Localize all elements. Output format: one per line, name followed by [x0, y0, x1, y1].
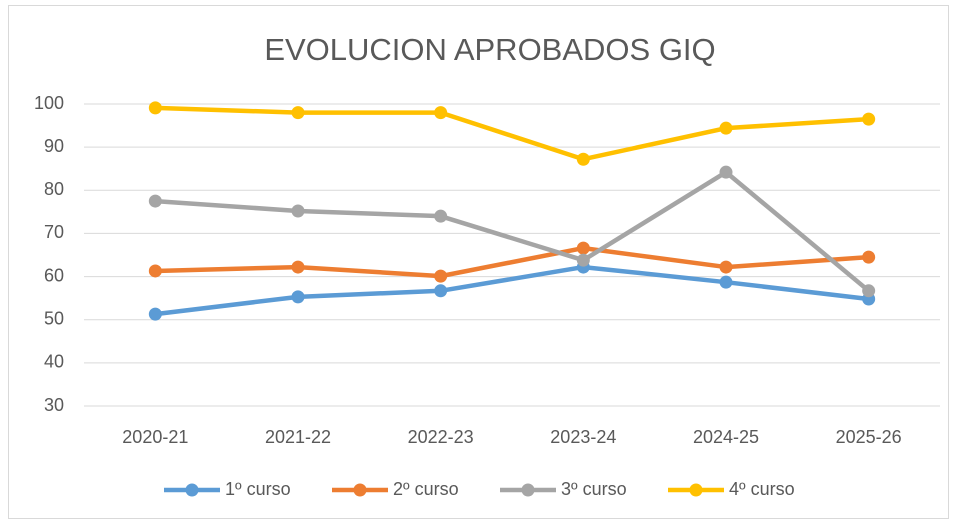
- point: [862, 250, 876, 264]
- point: [434, 106, 448, 120]
- x-tick-label: 2025-26: [836, 427, 902, 447]
- point: [434, 269, 448, 283]
- point: [291, 290, 305, 304]
- point: [148, 101, 162, 115]
- point: [719, 165, 733, 179]
- point: [148, 194, 162, 208]
- point: [719, 275, 733, 289]
- point: [719, 260, 733, 274]
- x-tick-label: 2024-25: [693, 427, 759, 447]
- legend-label: 3º curso: [561, 479, 627, 499]
- point: [576, 152, 590, 166]
- legend-marker: [185, 483, 199, 497]
- point: [291, 106, 305, 120]
- y-tick-label: 30: [44, 395, 64, 415]
- series-line: [155, 169, 871, 293]
- legend-label: 2º curso: [393, 479, 459, 499]
- point: [434, 209, 448, 223]
- legend-marker: [521, 483, 535, 497]
- chart-title: EVOLUCION APROBADOS GIQ: [264, 32, 715, 67]
- y-tick-label: 70: [44, 222, 64, 242]
- point: [291, 204, 305, 218]
- series-line: [155, 105, 869, 162]
- point: [719, 121, 733, 135]
- x-tick-label: 2023-24: [550, 427, 616, 447]
- point: [862, 284, 876, 298]
- y-tick-label: 50: [44, 308, 64, 328]
- y-tick-label: 100: [34, 93, 64, 113]
- y-tick-label: 60: [44, 265, 64, 285]
- y-tick-label: 90: [44, 136, 64, 156]
- series-line: [155, 264, 869, 317]
- y-tick-label: 80: [44, 179, 64, 199]
- y-tick-label: 40: [44, 352, 64, 372]
- series-line: [155, 245, 869, 279]
- point: [291, 260, 305, 274]
- x-tick-label: 2022-23: [408, 427, 474, 447]
- legend-label: 4º curso: [729, 479, 795, 499]
- legend-marker: [689, 483, 703, 497]
- point: [434, 284, 448, 298]
- point: [148, 264, 162, 278]
- x-tick-label: 2020-21: [122, 427, 188, 447]
- point: [862, 112, 876, 126]
- point: [148, 307, 162, 321]
- point: [576, 241, 590, 255]
- legend-label: 1º curso: [225, 479, 291, 499]
- point: [576, 253, 590, 267]
- legend-marker: [353, 483, 367, 497]
- x-tick-label: 2021-22: [265, 427, 331, 447]
